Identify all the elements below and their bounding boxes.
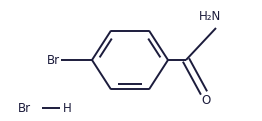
Text: Br: Br (47, 53, 60, 67)
Text: H₂N: H₂N (199, 10, 221, 23)
Text: O: O (201, 94, 211, 106)
Text: Br: Br (18, 102, 31, 114)
Text: H: H (63, 102, 72, 114)
